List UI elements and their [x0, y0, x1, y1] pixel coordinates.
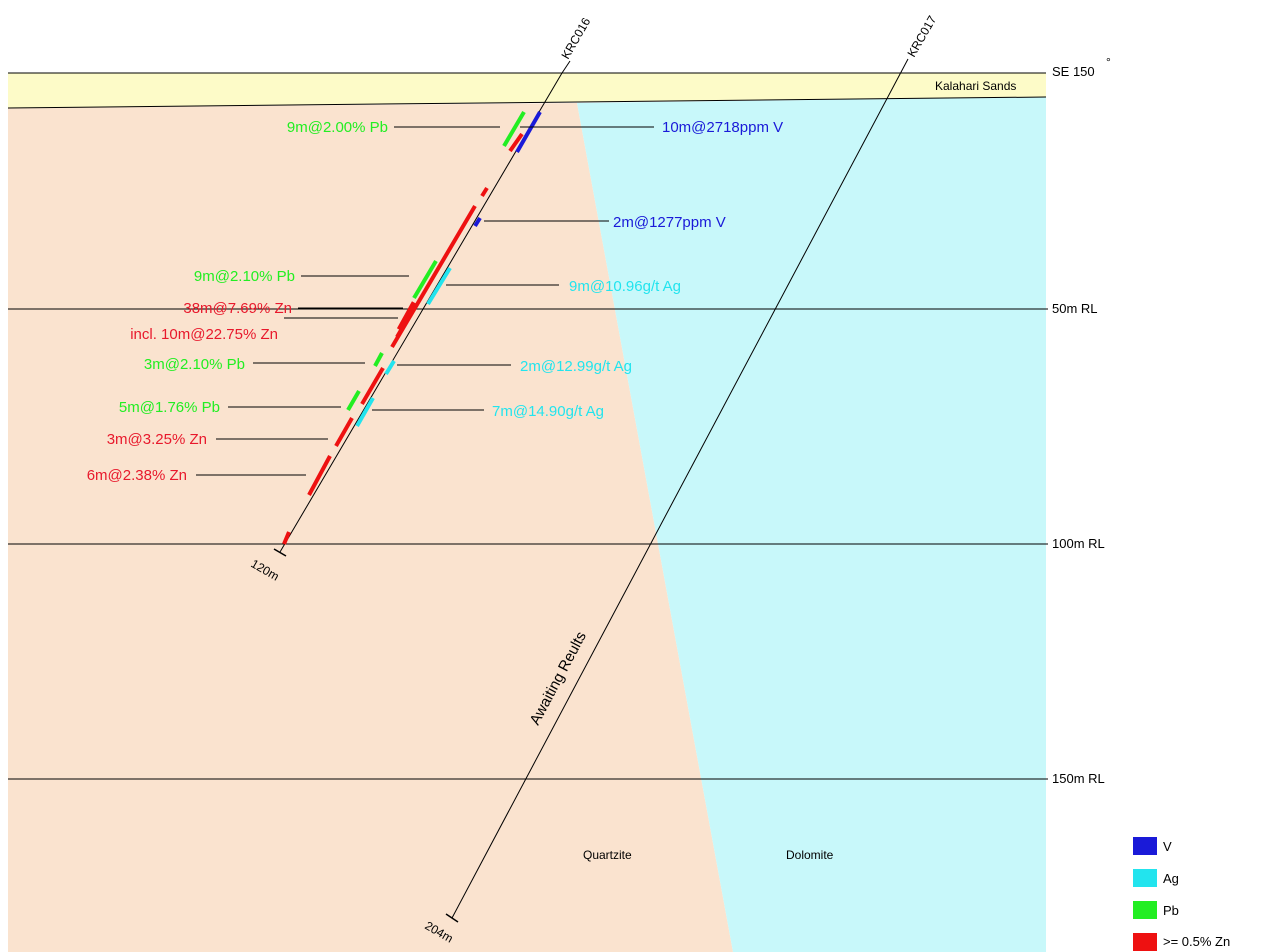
legend-label-v: V: [1163, 839, 1172, 854]
intercept-label-pb-4: 5m@1.76% Pb: [119, 399, 220, 416]
pb-interval: [373, 352, 384, 367]
intercept-label-zn-4: 6m@2.38% Zn: [87, 467, 187, 484]
hole-id-krc017: KRC017: [904, 13, 939, 60]
ag-interval: [355, 397, 375, 427]
quartzite-label: Quartzite: [583, 848, 632, 862]
rl-label-50: 50m RL: [1052, 301, 1098, 316]
v-interval: [515, 111, 542, 153]
intercept-label-pb-1: 9m@2.00% Pb: [287, 119, 388, 136]
v-interval: [473, 216, 482, 228]
legend-swatch-zn: [1133, 933, 1157, 951]
pb-interval: [502, 110, 526, 148]
kalahari-base-line: [7, 96, 1047, 109]
intercept-label-zn-3: 3m@3.25% Zn: [107, 431, 207, 448]
hole-end-tick-krc016: [273, 548, 287, 557]
zn-high-grade-interval: [396, 301, 419, 332]
rl-label-100: 100m RL: [1052, 536, 1105, 551]
intercept-label-zn-2: incl. 10m@22.75% Zn: [130, 326, 278, 343]
legend: V Ag Pb >= 0.5% Zn: [1133, 837, 1230, 951]
ag-interval: [384, 359, 396, 376]
zn-interval: [508, 132, 524, 153]
kalahari-sands-label: Kalahari Sands: [935, 79, 1016, 93]
dolomite-label: Dolomite: [786, 848, 834, 862]
legend-swatch-pb: [1133, 901, 1157, 919]
zn-interval: [307, 455, 332, 496]
hole-trace-krc016: [279, 72, 563, 553]
hole-id-krc016: KRC016: [558, 15, 593, 62]
intercept-label-ag-1: 9m@10.96g/t Ag: [569, 278, 681, 295]
legend-label-zn: >= 0.5% Zn: [1163, 934, 1230, 949]
legend-swatch-v: [1133, 837, 1157, 855]
zn-interval: [282, 531, 291, 545]
quartzite-unit: [8, 103, 733, 952]
hole-trace-krc017: [451, 58, 909, 919]
hole-collar-ext-krc016: [561, 60, 571, 74]
azimuth-label: SE 150: [1052, 64, 1095, 79]
pb-intervals: [346, 110, 526, 412]
zn-interval: [360, 366, 385, 406]
intercept-label-pb-2: 9m@2.10% Pb: [194, 268, 295, 285]
legend-label-pb: Pb: [1163, 903, 1179, 918]
intercept-label-zn-1: 38m@7.69% Zn: [183, 300, 292, 317]
pb-interval: [412, 259, 438, 300]
ag-intervals: [355, 266, 452, 427]
ag-interval: [426, 266, 452, 306]
zn-interval: [480, 186, 489, 198]
intercept-label-v-1: 10m@2718ppm V: [662, 119, 783, 136]
rl-label-150: 150m RL: [1052, 771, 1105, 786]
zn-interval: [334, 417, 354, 447]
intercept-label-ag-3: 7m@14.90g/t Ag: [492, 403, 604, 420]
hole-end-tick-krc017: [445, 913, 459, 923]
intercept-label-v-2: 2m@1277ppm V: [613, 214, 726, 231]
intercept-label-ag-2: 2m@12.99g/t Ag: [520, 358, 632, 375]
degree-symbol: °: [1106, 55, 1111, 69]
v-intervals: [473, 111, 542, 228]
pb-interval: [346, 389, 361, 412]
intercept-label-pb-3: 3m@2.10% Pb: [144, 356, 245, 373]
legend-label-ag: Ag: [1163, 871, 1179, 886]
dolomite-unit: [577, 97, 1046, 952]
legend-swatch-ag: [1133, 869, 1157, 887]
leader-lines: [196, 126, 654, 476]
